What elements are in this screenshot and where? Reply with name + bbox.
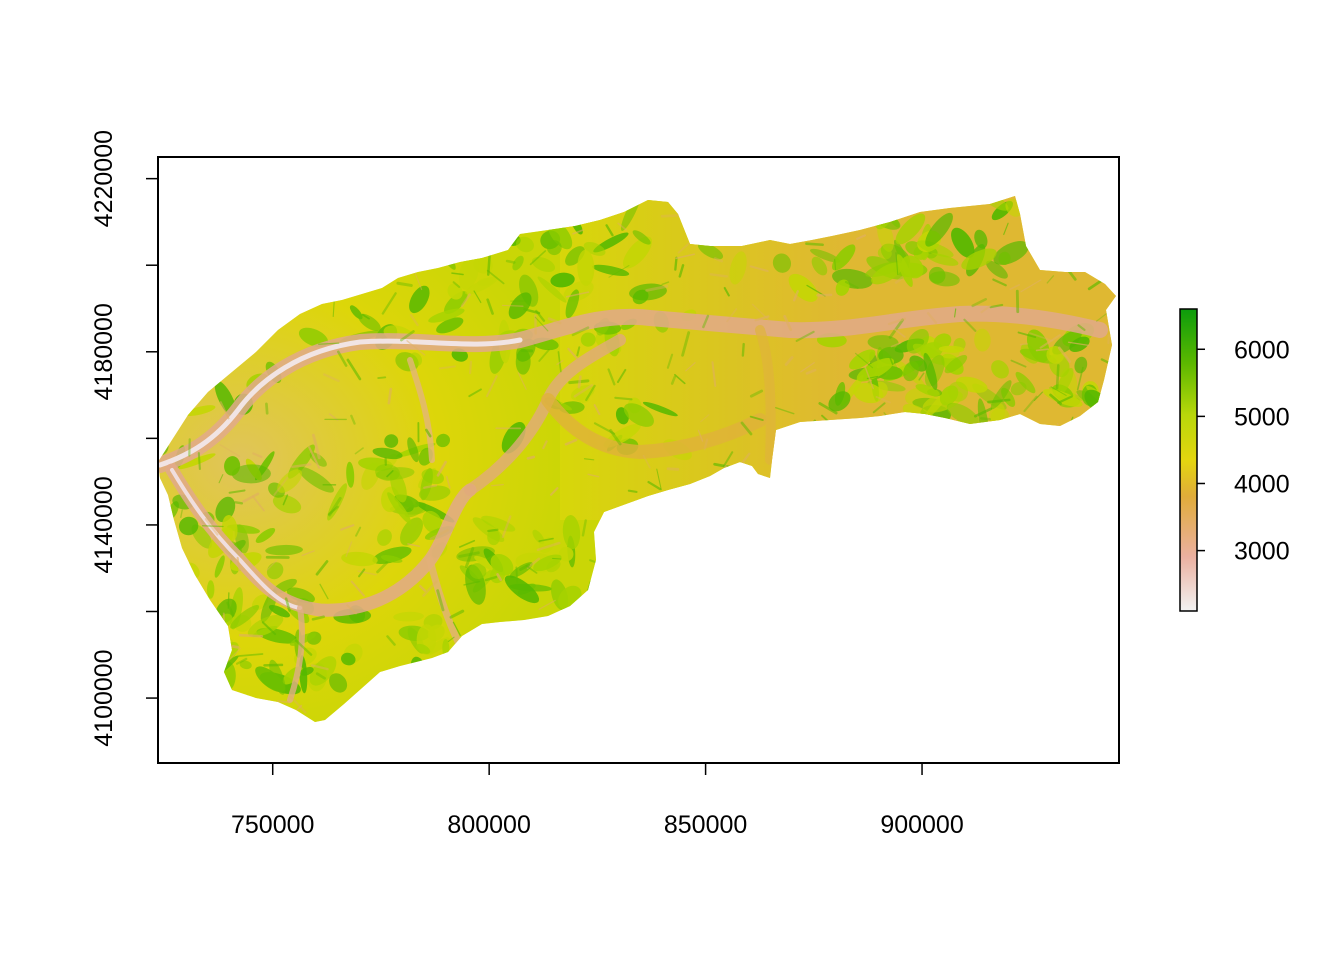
- legend-tick-label: 3000: [1234, 538, 1290, 566]
- y-tick-label: 4180000: [90, 303, 118, 400]
- x-tick-label: 900000: [880, 811, 963, 839]
- legend-tick-label: 5000: [1234, 403, 1290, 431]
- elevation-legend: 3000 4000 5000 6000: [1179, 308, 1290, 612]
- elevation-raster: [158, 196, 1116, 722]
- y-tick-label: 4220000: [90, 130, 118, 227]
- y-tick-label: 4100000: [90, 649, 118, 746]
- x-axis: 750000 800000 850000 900000: [231, 762, 964, 839]
- x-tick-label: 850000: [664, 811, 747, 839]
- y-axis: 4100000 4140000 4180000 4220000: [90, 130, 159, 747]
- x-tick-label: 750000: [231, 811, 314, 839]
- legend-colorbar: [1179, 308, 1198, 612]
- legend-ticks: 3000 4000 5000 6000: [1197, 336, 1290, 566]
- legend-tick-label: 4000: [1234, 470, 1290, 498]
- legend-tick-label: 6000: [1234, 336, 1290, 364]
- x-tick-label: 800000: [447, 811, 530, 839]
- valley-network: [158, 305, 1108, 703]
- y-tick-label: 4140000: [90, 476, 118, 573]
